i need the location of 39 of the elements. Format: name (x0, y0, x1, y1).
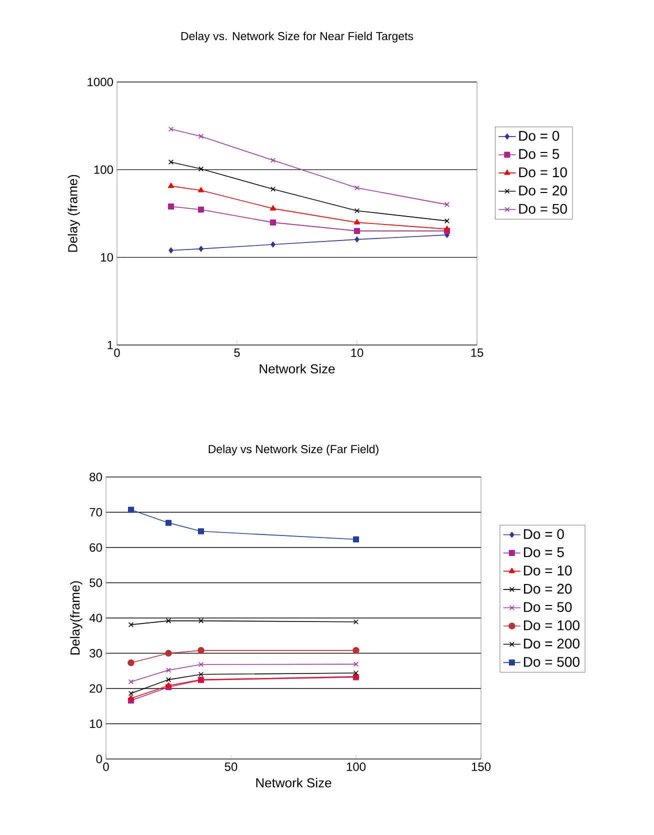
y-tick-label: 0 (96, 754, 102, 764)
x-tick-label: 100 (346, 762, 366, 772)
legend-label: Do = 100 (524, 620, 580, 630)
x-tick-label: 50 (224, 762, 238, 772)
y-tick-label: 70 (90, 508, 102, 516)
y-tick-label: 60 (90, 543, 102, 552)
legend-label: Do = 200 (524, 638, 580, 649)
x-tick-label: 0 (114, 348, 120, 358)
y-tick-label: 1000 (88, 78, 113, 86)
x-tick-label: 150 (472, 762, 491, 772)
legend-label: Do = 10 (524, 566, 572, 576)
chart-title: Delay vs. Network Size for Near Field Targets (181, 32, 414, 42)
y-tick-label: 100 (94, 165, 113, 174)
chart-title: Delay vs Network Size (Far Field) (208, 444, 378, 456)
y-tick-label: 20 (90, 684, 102, 693)
legend-label: Do = 500 (524, 656, 580, 667)
y-axis-title: Delay(frame) (70, 581, 82, 654)
legend-label: Do = 10 (519, 167, 567, 178)
y-axis-title: Delay (frame) (68, 174, 80, 252)
y-tick-label: 50 (90, 578, 102, 587)
legend-label: Do = 20 (524, 584, 572, 594)
legend-label: Do = 0 (524, 529, 564, 540)
y-tick-label: 10 (90, 720, 102, 728)
legend-label: Do = 20 (519, 186, 567, 196)
x-tick-label: 10 (351, 348, 364, 358)
legend-label: Do = 5 (524, 547, 564, 558)
x-tick-label: 15 (471, 348, 484, 357)
legend-label: Do = 50 (519, 204, 567, 214)
y-tick-label: 1 (108, 340, 113, 350)
x-tick-label: 5 (234, 348, 240, 357)
legend-label: Do = 50 (524, 602, 572, 612)
legend-label: Do = 0 (519, 130, 560, 141)
x-axis-title: Network Size (260, 364, 335, 374)
y-tick-label: 40 (89, 614, 102, 622)
x-axis-title: Network Size (256, 778, 332, 788)
y-tick-label: 30 (90, 649, 102, 658)
y-tick-label: 10 (101, 253, 113, 262)
y-tick-label: 80 (90, 472, 102, 482)
legend-label: Do = 5 (519, 149, 560, 159)
